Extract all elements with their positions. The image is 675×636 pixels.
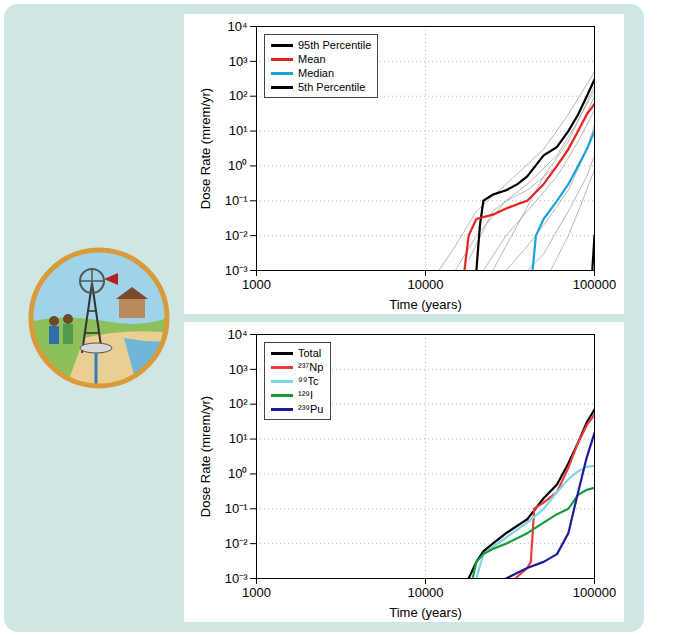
- svg-text:100000: 100000: [573, 585, 616, 600]
- svg-text:10⁰: 10⁰: [228, 158, 247, 173]
- svg-text:10⁴: 10⁴: [227, 19, 247, 34]
- svg-text:10¹: 10¹: [229, 123, 248, 138]
- svg-text:10⁻³: 10⁻³: [225, 263, 248, 278]
- svg-text:10⁴: 10⁴: [227, 327, 247, 342]
- html-text:²³⁹Pu: ²³⁹Pu: [298, 403, 324, 415]
- svg-text:10⁻²: 10⁻²: [225, 228, 248, 243]
- svg-text:1000: 1000: [242, 585, 271, 600]
- svg-text:100000: 100000: [573, 277, 616, 292]
- svg-text:10000: 10000: [407, 277, 443, 292]
- html-text:Mean: Mean: [298, 53, 326, 65]
- svg-text:10⁻²: 10⁻²: [225, 536, 248, 551]
- svg-text:10⁻¹: 10⁻¹: [225, 501, 248, 516]
- svg-text:10000: 10000: [407, 585, 443, 600]
- svg-text:10⁻³: 10⁻³: [225, 571, 248, 586]
- html-text:¹²⁹I: ¹²⁹I: [298, 389, 314, 401]
- html-text:Total: Total: [298, 347, 322, 359]
- svg-text:10³: 10³: [229, 54, 248, 69]
- svg-text:10⁻¹: 10⁻¹: [225, 193, 248, 208]
- html-text:95th Percentile: 95th Percentile: [298, 39, 372, 51]
- svg-text:Time (years): Time (years): [389, 297, 461, 312]
- svg-text:Dose Rate (mrem/yr): Dose Rate (mrem/yr): [198, 396, 213, 517]
- svg-text:1000: 1000: [242, 277, 271, 292]
- svg-text:Dose Rate (mrem/yr): Dose Rate (mrem/yr): [198, 88, 213, 209]
- svg-text:Time (years): Time (years): [389, 605, 461, 620]
- svg-text:10²: 10²: [229, 396, 248, 411]
- html-text:⁹⁹Tc: ⁹⁹Tc: [298, 375, 319, 387]
- svg-text:10³: 10³: [229, 362, 248, 377]
- svg-text:10⁰: 10⁰: [228, 466, 247, 481]
- html-text:²³⁷Np: ²³⁷Np: [298, 361, 324, 373]
- svg-text:10¹: 10¹: [229, 431, 248, 446]
- html-text:5th Percentile: 5th Percentile: [298, 81, 366, 93]
- html-text:Median: Median: [298, 67, 335, 79]
- svg-text:10²: 10²: [229, 88, 248, 103]
